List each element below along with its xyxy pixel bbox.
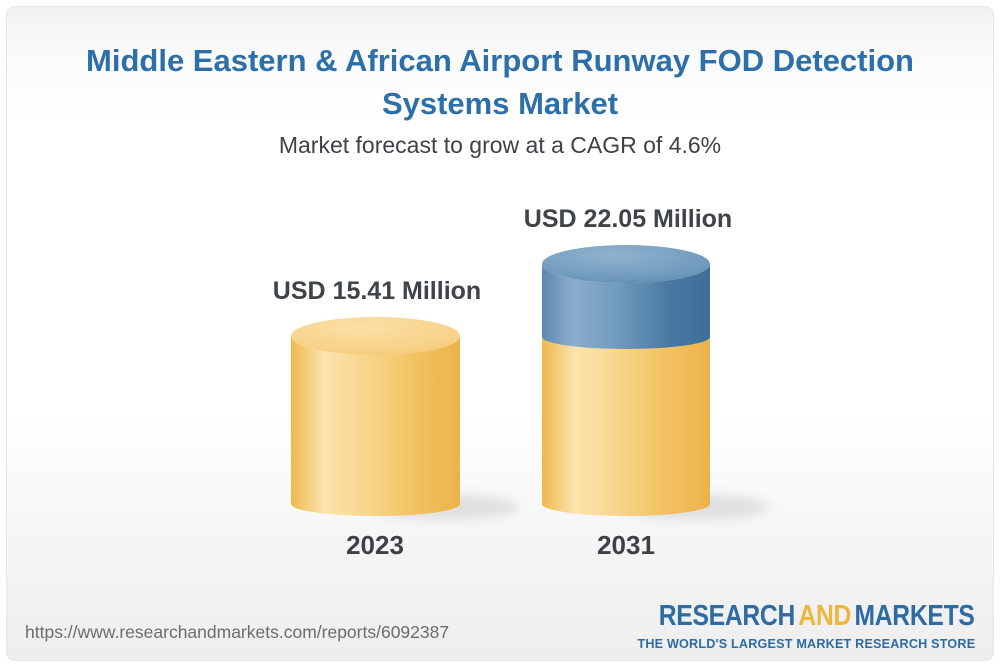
report-url: https://www.researchandmarkets.com/repor… (25, 622, 450, 642)
cylinder-chart (291, 245, 769, 520)
data-label-2031: USD 22.05 Million (523, 205, 733, 233)
x-axis-label-2031: 2031 (597, 530, 655, 560)
data-label-2023: USD 15.41 Million (272, 277, 482, 305)
x-axis-label-2023: 2023 (346, 530, 404, 560)
cylinder-2031-top (542, 245, 710, 283)
research-and-markets-logo: RESEARCH AND MARKETS THE WORLD'S LARGEST M… (603, 600, 975, 653)
cylinder-2023-top (291, 317, 460, 355)
logo-tagline: THE WORLD'S LARGEST MARKET RESEARCH STOR… (637, 636, 975, 651)
cylinder-2031-base (542, 337, 710, 516)
logo-word-and: AND (798, 600, 852, 632)
cylinder-2031-growth-segment (542, 264, 710, 349)
chart-title: Middle Eastern & African Airport Runway … (86, 43, 914, 121)
card-background (6, 6, 994, 661)
logo-wordmark: RESEARCH AND MARKETS (659, 600, 975, 633)
logo-word-markets: MARKETS (854, 600, 975, 632)
chart-subtitle: Market forecast to grow at a CAGR of 4.6… (278, 132, 722, 158)
logo-word-research: RESEARCH (659, 600, 796, 632)
cylinder-2023-body (291, 336, 460, 516)
